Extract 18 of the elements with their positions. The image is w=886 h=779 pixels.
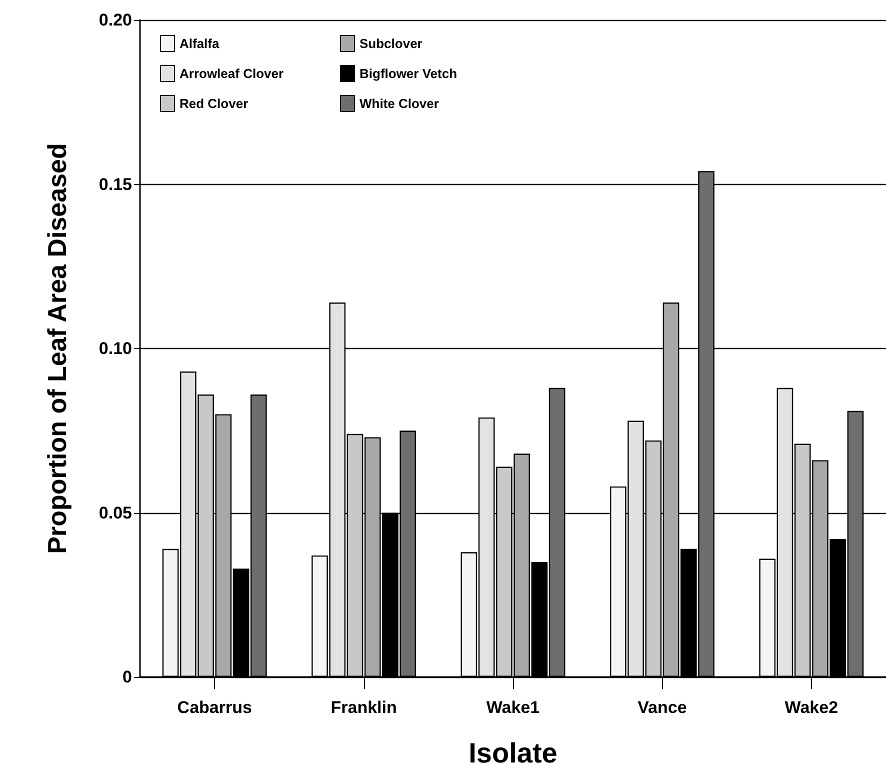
x-tick-label: Cabarrus	[177, 698, 252, 717]
y-tick-label: 0	[122, 668, 132, 686]
y-axis-title: Proportion of Leaf Area Diseased	[42, 143, 72, 554]
y-tick-label: 0.05	[98, 503, 132, 522]
x-tick-label: Vance	[638, 698, 687, 717]
legend-label: Alfalfa	[180, 36, 220, 51]
x-tick-label: Wake1	[486, 698, 540, 717]
x-tick-label: Franklin	[330, 698, 397, 717]
legend-label: Red Clover	[180, 96, 248, 111]
y-tick-label: 0.20	[98, 10, 132, 30]
legend-label: White Clover	[360, 96, 439, 111]
y-tick-label: 0.10	[98, 339, 132, 358]
x-tick-label: Wake2	[784, 698, 838, 717]
x-axis-title: Isolate	[468, 738, 558, 768]
legend-label: Arrowleaf Clover	[180, 66, 284, 81]
legend-label: Bigflower Vetch	[360, 66, 458, 81]
legend-label: Subclover	[360, 36, 422, 51]
y-tick-label: 0.15	[98, 174, 132, 194]
